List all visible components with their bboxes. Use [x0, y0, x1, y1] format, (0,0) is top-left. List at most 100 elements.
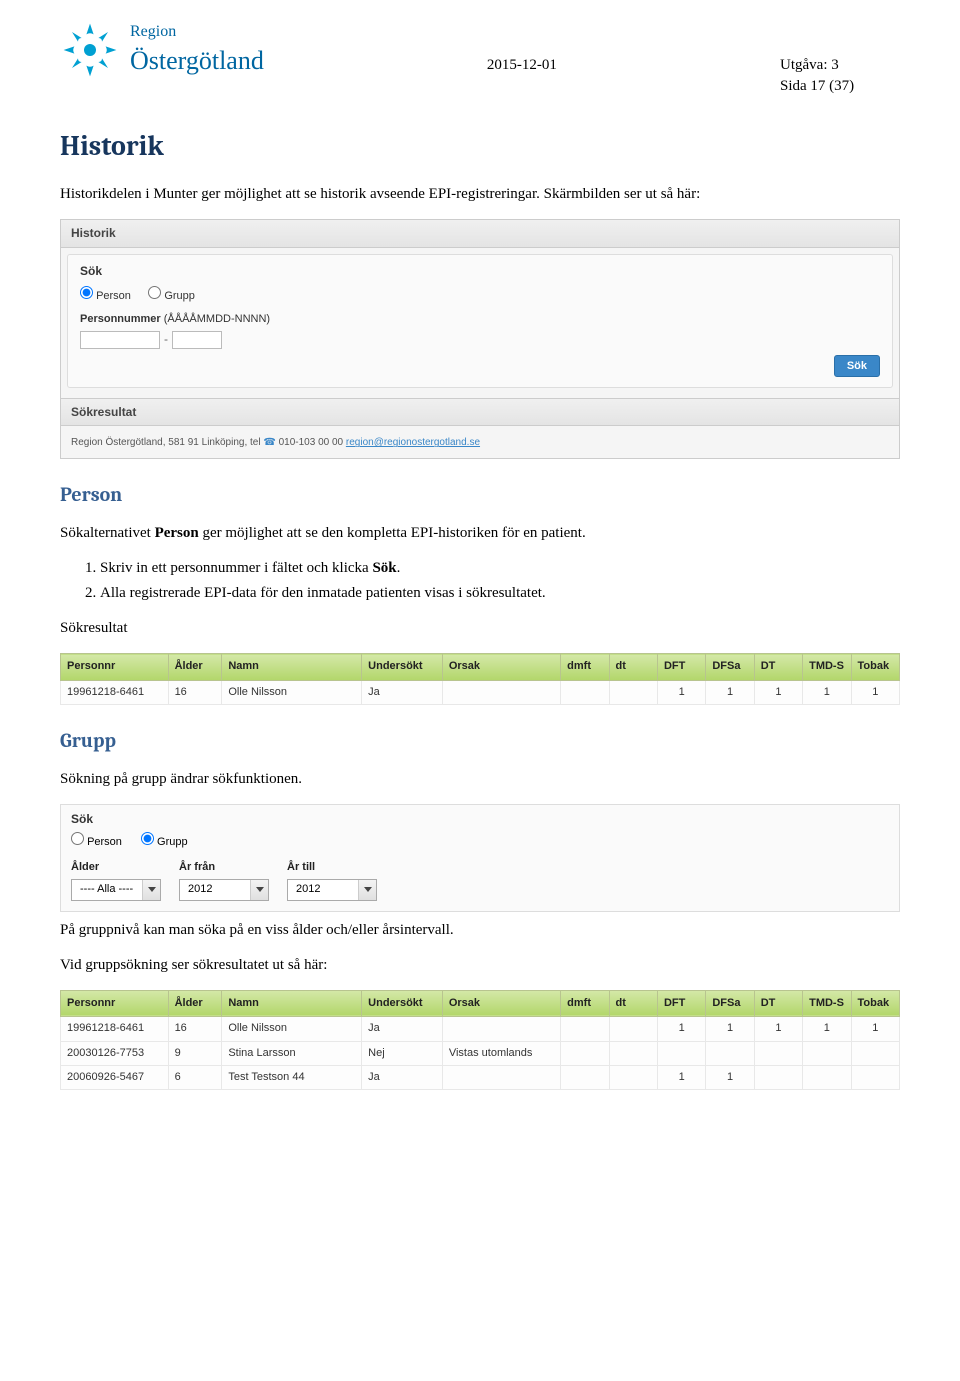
ss2-radio-grupp[interactable]: Grupp	[141, 836, 188, 848]
table-cell	[803, 1065, 851, 1089]
artill-label: År till	[287, 860, 377, 875]
table-col-dfsa: DFSa	[706, 990, 754, 1016]
table-col-dfsa: DFSa	[706, 654, 754, 680]
table-col-ålder: Ålder	[168, 654, 222, 680]
table-cell: 20030126-7753	[61, 1041, 169, 1065]
li0-c: .	[397, 560, 401, 576]
chevron-down-icon	[250, 880, 268, 900]
table-cell: Vistas utomlands	[442, 1041, 560, 1065]
sok-label: Sök	[80, 263, 880, 280]
arfran-label: År från	[179, 860, 269, 875]
table-cell: 1	[706, 1017, 754, 1041]
personnummer-label: Personnummer (ÅÅÅÅMMDD-NNNN)	[80, 312, 880, 327]
arfran-select[interactable]: 2012	[179, 879, 269, 901]
person-p1-a: Sökalternativet	[60, 525, 155, 541]
table-cell: 6	[168, 1065, 222, 1089]
pnr-input-last4[interactable]	[172, 331, 222, 349]
table-cell: Olle Nilsson	[222, 680, 362, 704]
heading-historik: Historik	[60, 127, 900, 166]
table-cell	[561, 1065, 609, 1089]
table-cell: 9	[168, 1041, 222, 1065]
result-table-person: PersonnrÅlderNamnUndersöktOrsakdmftdtDFT…	[60, 653, 900, 705]
footer-contact: Region Östergötland, 581 91 Linköping, t…	[61, 426, 899, 458]
logo-block: Region Östergötland	[60, 20, 264, 80]
ss2-selects-row: Ålder ---- Alla ---- År från 2012 År til…	[71, 860, 889, 900]
footer-phone: 010-103 00 00	[279, 437, 344, 448]
table-row: 20030126-77539Stina LarssonNejVistas uto…	[61, 1041, 900, 1065]
sok-button[interactable]: Sök	[834, 355, 880, 377]
table-cell	[561, 680, 609, 704]
table-col-tobak: Tobak	[851, 990, 900, 1016]
artill-select[interactable]: 2012	[287, 879, 377, 901]
table-header-row: PersonnrÅlderNamnUndersöktOrsakdmftdtDFT…	[61, 990, 900, 1016]
li0-a: Skriv in ett personnummer i fältet och k…	[100, 560, 372, 576]
table-cell	[442, 1017, 560, 1041]
logo-line2: Östergötland	[130, 43, 264, 79]
chevron-down-icon	[142, 880, 160, 900]
li1-a: Alla registrerade EPI-data för den inmat…	[100, 585, 546, 601]
table-col-namn: Namn	[222, 654, 362, 680]
table-col-tmd-s: TMD-S	[803, 990, 851, 1016]
table-col-dft: DFT	[657, 990, 705, 1016]
sok-panel: Sök Person Grupp Personnummer (ÅÅÅÅMMDD-…	[67, 254, 893, 388]
intro-paragraph: Historikdelen i Munter ger möjlighet att…	[60, 184, 900, 205]
table-cell	[609, 680, 657, 704]
radio-grupp-input[interactable]	[148, 286, 161, 299]
table-col-dt: DT	[754, 654, 802, 680]
screenshot-search-panel: Historik Sök Person Grupp Personnummer (…	[60, 219, 900, 459]
table-col-dmft: dmft	[561, 990, 609, 1016]
ss2-radio-person-input[interactable]	[71, 832, 84, 845]
table-cell: 16	[168, 1017, 222, 1041]
panel-title-sokresultat: Sökresultat	[61, 398, 899, 427]
table-col-personnr: Personnr	[61, 990, 169, 1016]
page-number: Sida 17 (37)	[780, 76, 900, 97]
ss2-radio-person[interactable]: Person	[71, 836, 122, 848]
radio-group: Person Grupp	[80, 286, 880, 304]
table-col-undersökt: Undersökt	[362, 654, 443, 680]
screenshot-group-search: Sök Person Grupp Ålder ---- Alla ---- År…	[60, 804, 900, 912]
logo-text: Region Östergötland	[130, 21, 264, 80]
table-col-dt: DT	[754, 990, 802, 1016]
alder-select[interactable]: ---- Alla ----	[71, 879, 161, 901]
heading-grupp: Grupp	[60, 727, 900, 755]
sokresultat-label: Sökresultat	[60, 618, 900, 639]
table-cell: 1	[657, 1017, 705, 1041]
ss2-radio-group: Person Grupp	[71, 832, 889, 850]
table-cell: Stina Larsson	[222, 1041, 362, 1065]
table-cell: 20060926-5467	[61, 1065, 169, 1089]
table-cell	[754, 1065, 802, 1089]
table-col-orsak: Orsak	[442, 990, 560, 1016]
table-cell	[442, 1065, 560, 1089]
page-header: Region Östergötland 2015-12-01 Utgåva: 3…	[60, 20, 900, 97]
alder-value: ---- Alla ----	[72, 882, 142, 897]
ss2-radio-grupp-input[interactable]	[141, 832, 154, 845]
pnr-separator: -	[164, 332, 168, 346]
heading-person: Person	[60, 481, 900, 509]
radio-grupp[interactable]: Grupp	[148, 290, 195, 302]
table-header-row: PersonnrÅlderNamnUndersöktOrsakdmftdtDFT…	[61, 654, 900, 680]
table-cell: 1	[754, 1017, 802, 1041]
chevron-down-icon	[358, 880, 376, 900]
table-cell	[609, 1065, 657, 1089]
radio-person[interactable]: Person	[80, 290, 131, 302]
artill-value: 2012	[288, 882, 358, 897]
pnr-input-date[interactable]	[80, 331, 160, 349]
table-cell: Ja	[362, 1017, 443, 1041]
footer-email-link[interactable]: region@regionostergotland.se	[346, 437, 480, 448]
table-cell: 16	[168, 680, 222, 704]
alder-label: Ålder	[71, 860, 161, 875]
header-right: Utgåva: 3 Sida 17 (37)	[780, 20, 900, 97]
table-col-dt: dt	[609, 654, 657, 680]
person-p1-c: ger möjlighet att se den kompletta EPI-h…	[199, 525, 586, 541]
ss2-radio-person-label: Person	[87, 836, 122, 848]
panel-title-historik: Historik	[61, 220, 899, 248]
radio-person-input[interactable]	[80, 286, 93, 299]
table-col-namn: Namn	[222, 990, 362, 1016]
phone-icon: ☎	[263, 437, 278, 448]
table-cell: Ja	[362, 1065, 443, 1089]
logo-line1: Region	[130, 21, 264, 43]
ss2-sok-label: Sök	[71, 811, 889, 828]
table-cell: 1	[706, 1065, 754, 1089]
table-cell	[442, 680, 560, 704]
radio-person-label: Person	[96, 290, 131, 302]
